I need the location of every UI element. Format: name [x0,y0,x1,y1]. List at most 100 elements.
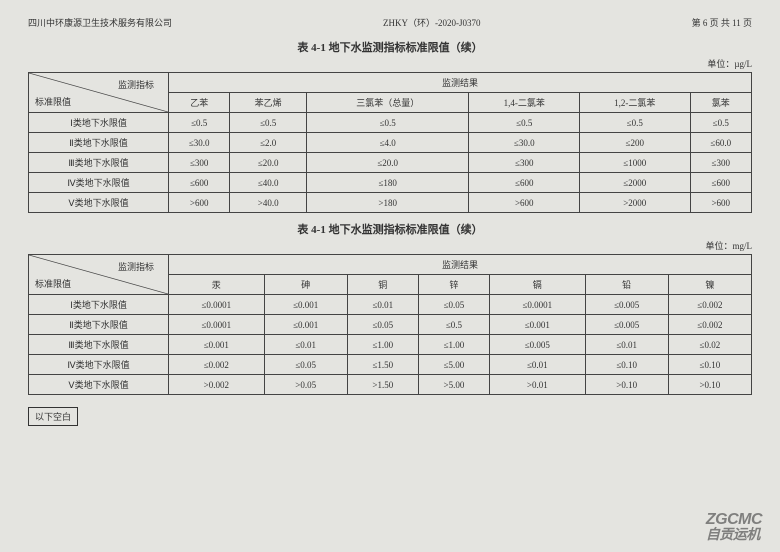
column-header: 氯苯 [690,93,751,113]
cell-value: ≤300 [169,153,230,173]
cell-value: ≤60.0 [690,133,751,153]
corner-top-label: 监测指标 [118,260,154,273]
row-label: Ⅳ类地下水限值 [29,173,169,193]
cell-value: ≤200 [580,133,691,153]
cell-value: ≤0.5 [306,113,469,133]
blank-below-note: 以下空白 [28,407,78,426]
cell-value: ≤0.0001 [490,295,586,315]
cell-value: ≤0.002 [668,295,751,315]
corner-bot-label: 标准限值 [35,95,71,108]
cell-value: ≤0.5 [580,113,691,133]
corner-top-label: 监测指标 [118,78,154,91]
table2-title: 表 4-1 地下水监测指标标准限值（续） [28,221,752,237]
table2: 监测指标 标准限值 监测结果 汞砷铜锌镉铅镍 Ⅰ类地下水限值≤0.0001≤0.… [28,254,752,395]
row-label: Ⅴ类地下水限值 [29,193,169,213]
table2-unit: 单位：mg/L [28,239,752,252]
cell-value: >0.002 [169,375,265,395]
page-number: 第 6 页 共 11 页 [692,16,752,29]
cell-value: ≤300 [690,153,751,173]
cell-value: ≤0.10 [585,355,668,375]
cell-value: >0.01 [490,375,586,395]
cell-value: ≤600 [690,173,751,193]
cell-value: ≤0.001 [264,295,347,315]
cell-value: >600 [169,193,230,213]
cell-value: >600 [690,193,751,213]
cell-value: ≤0.01 [347,295,418,315]
cell-value: ≤30.0 [469,133,580,153]
column-header: 铅 [585,275,668,295]
table-row: Ⅱ类地下水限值≤30.0≤2.0≤4.0≤30.0≤200≤60.0 [29,133,752,153]
table-row: Ⅴ类地下水限值>0.002>0.05>1.50>5.00>0.01>0.10>0… [29,375,752,395]
page-header: 四川中环康源卫生技术服务有限公司 ZHKY（环）-2020-J0370 第 6 … [28,16,752,29]
table-row: Ⅰ类地下水限值≤0.5≤0.5≤0.5≤0.5≤0.5≤0.5 [29,113,752,133]
cell-value: ≤0.5 [169,113,230,133]
row-label: Ⅳ类地下水限值 [29,355,169,375]
table1-corner: 监测指标 标准限值 [29,73,169,113]
row-label: Ⅱ类地下水限值 [29,315,169,335]
cell-value: ≤40.0 [230,173,307,193]
cell-value: ≤30.0 [169,133,230,153]
column-header: 苯乙烯 [230,93,307,113]
cell-value: ≤0.01 [490,355,586,375]
cell-value: ≤1.50 [347,355,418,375]
cell-value: >180 [306,193,469,213]
cell-value: ≤0.005 [585,295,668,315]
row-label: Ⅰ类地下水限值 [29,113,169,133]
cell-value: >600 [469,193,580,213]
cell-value: ≤0.001 [264,315,347,335]
cell-value: ≤0.01 [264,335,347,355]
corner-bot-label: 标准限值 [35,277,71,290]
cell-value: ≤0.10 [668,355,751,375]
company-name: 四川中环康源卫生技术服务有限公司 [28,16,172,29]
cell-value: ≤180 [306,173,469,193]
cell-value: ≤0.05 [418,295,489,315]
cell-value: ≤0.001 [490,315,586,335]
row-label: Ⅲ类地下水限值 [29,335,169,355]
cell-value: ≤0.02 [668,335,751,355]
column-header: 砷 [264,275,347,295]
cell-value: ≤2000 [580,173,691,193]
cell-value: ≤600 [169,173,230,193]
cell-value: ≤0.5 [230,113,307,133]
cell-value: >2000 [580,193,691,213]
cell-value: ≤5.00 [418,355,489,375]
table-row: Ⅲ类地下水限值≤0.001≤0.01≤1.00≤1.00≤0.005≤0.01≤… [29,335,752,355]
cell-value: ≤0.5 [690,113,751,133]
table-row: Ⅳ类地下水限值≤600≤40.0≤180≤600≤2000≤600 [29,173,752,193]
cell-value: ≤1.00 [347,335,418,355]
cell-value: ≤0.01 [585,335,668,355]
cell-value: ≤20.0 [230,153,307,173]
cell-value: ≤1000 [580,153,691,173]
cell-value: ≤0.05 [347,315,418,335]
column-header: 1,2-二氯苯 [580,93,691,113]
column-header: 铜 [347,275,418,295]
table-row: Ⅲ类地下水限值≤300≤20.0≤20.0≤300≤1000≤300 [29,153,752,173]
watermark-line2: 自贡运机 [706,529,762,540]
table-row: Ⅱ类地下水限值≤0.0001≤0.001≤0.05≤0.5≤0.001≤0.00… [29,315,752,335]
column-header: 汞 [169,275,265,295]
doc-number: ZHKY（环）-2020-J0370 [383,16,481,29]
table1-unit: 单位：µg/L [28,57,752,70]
column-header: 1,4-二氯苯 [469,93,580,113]
table1-result-header: 监测结果 [169,73,752,93]
cell-value: >40.0 [230,193,307,213]
cell-value: ≤0.002 [668,315,751,335]
cell-value: >0.10 [668,375,751,395]
row-label: Ⅱ类地下水限值 [29,133,169,153]
table1: 监测指标 标准限值 监测结果 乙苯苯乙烯三氯苯（总量）1,4-二氯苯1,2-二氯… [28,72,752,213]
cell-value: >1.50 [347,375,418,395]
cell-value: >5.00 [418,375,489,395]
cell-value: ≤0.0001 [169,315,265,335]
cell-value: ≤300 [469,153,580,173]
cell-value: >0.10 [585,375,668,395]
cell-value: ≤0.0001 [169,295,265,315]
table-row: Ⅴ类地下水限值>600>40.0>180>600>2000>600 [29,193,752,213]
cell-value: ≤0.5 [469,113,580,133]
cell-value: ≤20.0 [306,153,469,173]
cell-value: ≤4.0 [306,133,469,153]
cell-value: >0.05 [264,375,347,395]
column-header: 镉 [490,275,586,295]
column-header: 乙苯 [169,93,230,113]
column-header: 三氯苯（总量） [306,93,469,113]
cell-value: ≤0.002 [169,355,265,375]
